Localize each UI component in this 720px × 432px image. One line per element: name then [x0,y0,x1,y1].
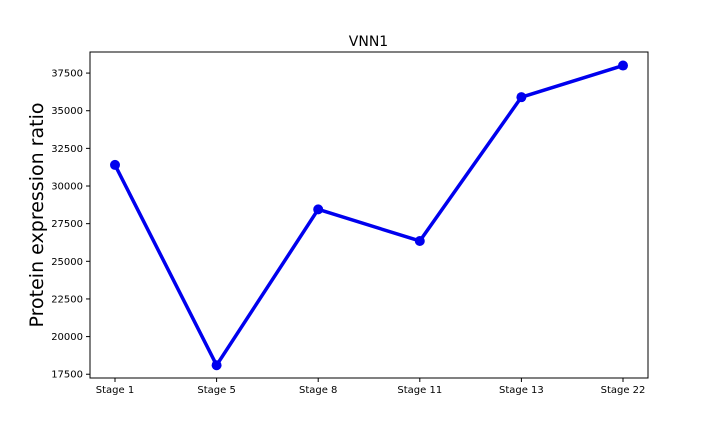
y-tick-label: 32500 [51,144,83,155]
x-tick-label: Stage 1 [96,385,134,396]
data-point [110,159,120,170]
y-axis-label: Protein expression ratio [26,103,48,328]
plot-frame [89,51,649,379]
y-tick-label: 27500 [51,219,83,230]
x-tick-label: Stage 8 [299,385,337,396]
chart-title: VNN1 [349,34,388,50]
data-point [313,204,324,215]
y-tick-label: 37500 [51,69,83,80]
y-tick-label: 35000 [51,106,83,117]
series-line [113,63,625,367]
x-tick-label: Stage 13 [499,385,544,396]
y-tick-label: 25000 [51,257,83,268]
data-point [414,235,425,246]
data-point [211,360,222,371]
data-point [516,92,527,103]
y-tick-label: 20000 [51,332,83,343]
plot-area: 17500 20000 22500 25000 27500 30000 32500 35000… [51,60,646,396]
x-tick-label: Stage 5 [197,385,235,396]
y-tick-label: 30000 [51,182,83,193]
x-tick-label: Stage 11 [397,385,442,396]
y-tick-label: 22500 [51,294,83,305]
y-tick-label: 17500 [51,370,83,381]
data-point [618,60,628,71]
x-tick-label: Stage 22 [601,385,646,396]
